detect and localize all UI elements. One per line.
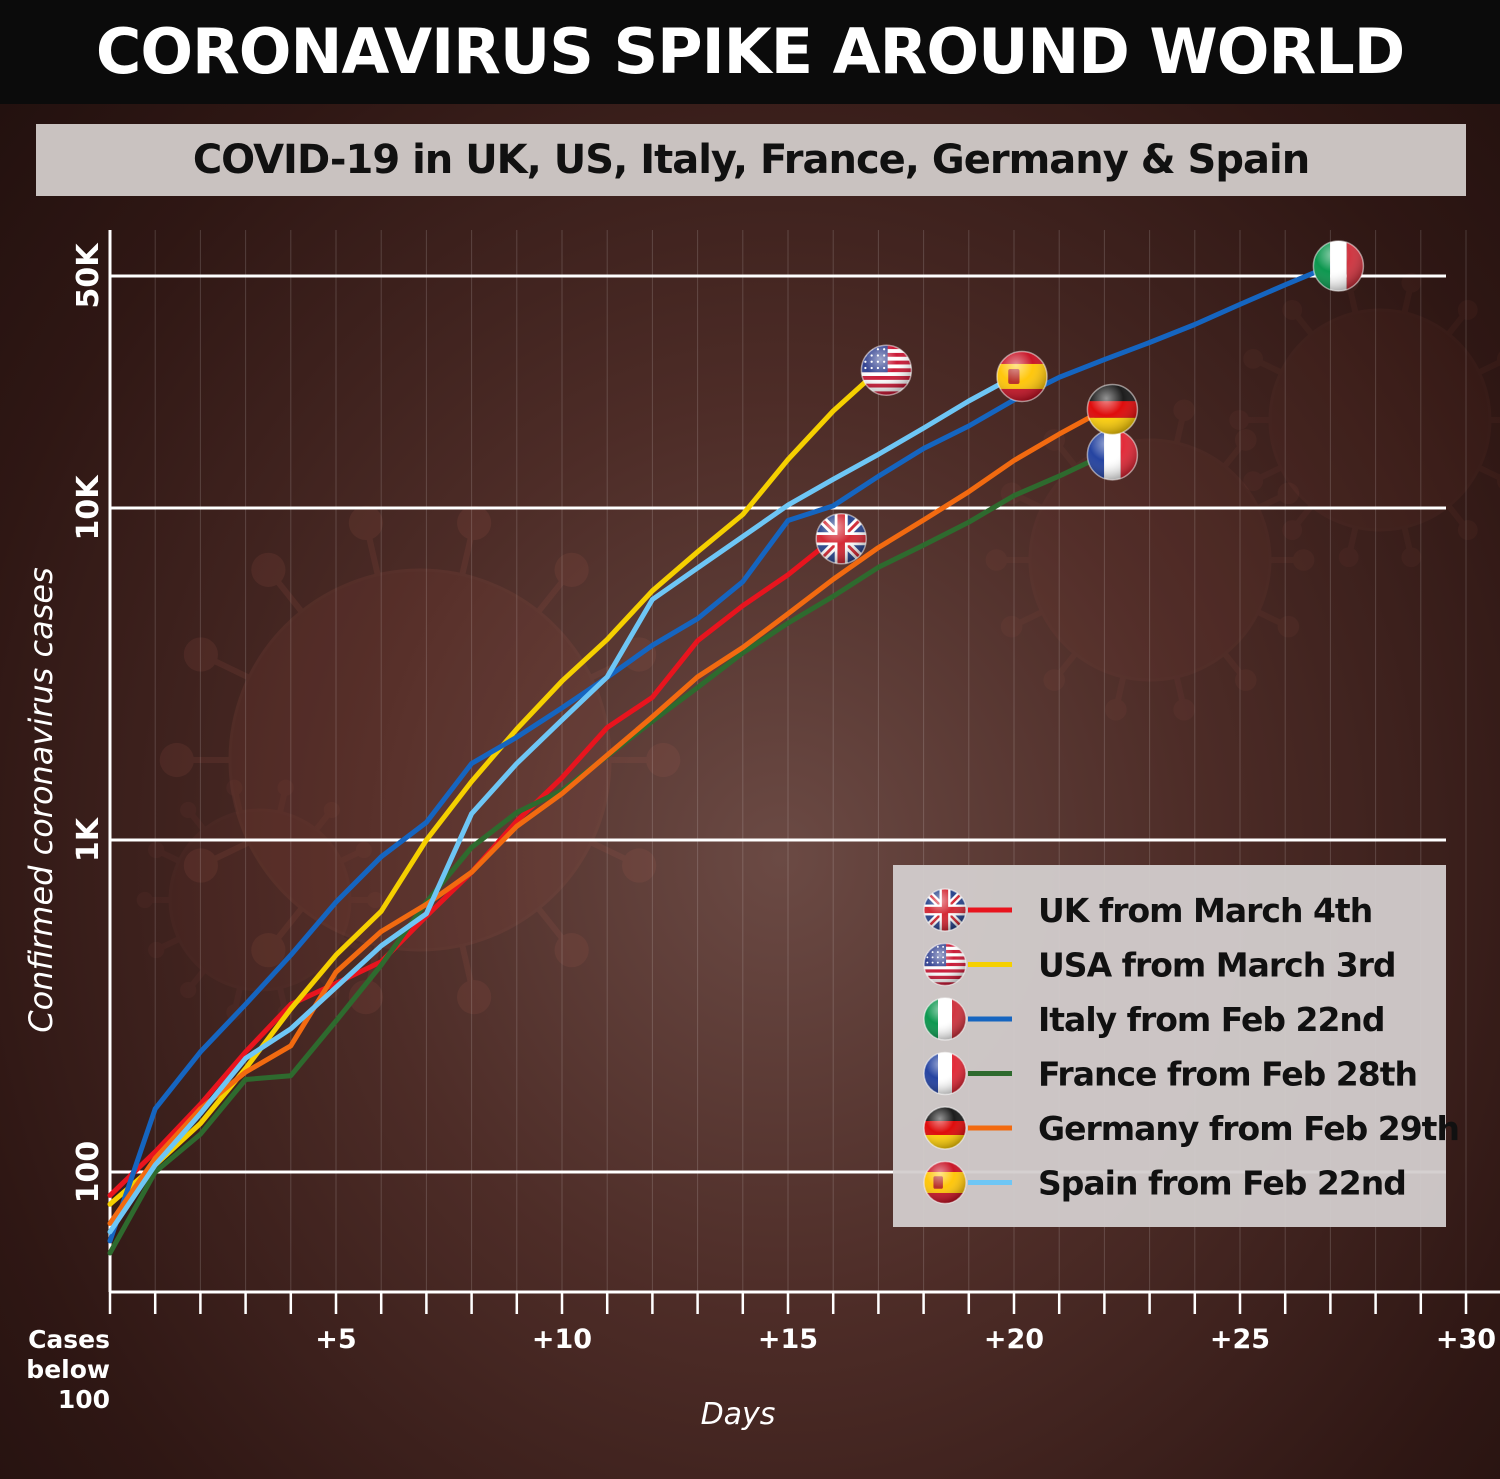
x-tick-label: +5 <box>315 1324 356 1355</box>
x-axis-label: Days <box>701 1397 776 1432</box>
series-line <box>107 407 1107 1226</box>
france-flag-icon <box>1086 429 1139 481</box>
chart-title: COVID-19 in UK, US, Italy, France, Germa… <box>192 137 1310 183</box>
legend-label: Italy from Feb 22nd <box>1038 1000 1385 1039</box>
y-tick-label: 50K <box>71 242 106 309</box>
legend-label: USA from March 3rd <box>1038 946 1396 985</box>
legend-item: Germany from Feb 29th <box>923 1106 1460 1150</box>
italy-flag-icon <box>1312 240 1365 292</box>
spain-flag-icon <box>996 350 1048 403</box>
x-tick-label: +20 <box>984 1324 1044 1355</box>
virus-shape <box>159 505 681 1015</box>
virus-shape <box>1229 272 1500 568</box>
legend: UK from March 4th USA from March 3rd Italy… <box>893 865 1460 1227</box>
spain-flag-icon <box>923 1160 967 1205</box>
chart-title-bar <box>36 124 1466 196</box>
legend-item: Spain from Feb 22nd <box>923 1160 1407 1205</box>
x-tick-label: +15 <box>758 1324 818 1355</box>
us-flag-icon <box>923 942 967 987</box>
x-tick-label: +25 <box>1210 1324 1270 1355</box>
legend-box <box>893 865 1446 1227</box>
uk-flag-icon <box>923 888 967 932</box>
legend-item: Italy from Feb 22nd <box>923 997 1386 1041</box>
y-tick-label: 100 <box>71 1141 106 1204</box>
series-line <box>107 263 1333 1244</box>
legend-item: USA from March 3rd <box>923 942 1397 987</box>
virus-background-decoration <box>136 272 1500 1021</box>
legend-label: France from Feb 28th <box>1038 1055 1417 1094</box>
germany-flag-icon <box>923 1106 967 1150</box>
axes <box>108 230 1500 1314</box>
y-tick-label: 1K <box>71 816 106 862</box>
y-tick-labels: 100 1K 10K 50K <box>71 242 106 1204</box>
y-tick-label: 10K <box>71 474 106 541</box>
x-tick-label: Cases below 100 <box>26 1325 110 1414</box>
headline: CORONAVIRUS SPIKE AROUND WORLD <box>95 15 1405 88</box>
series-end-flags <box>815 240 1365 565</box>
germany-flag-icon <box>1086 383 1139 436</box>
uk-flag-icon <box>815 512 867 565</box>
series-lines <box>107 263 1333 1256</box>
headline-banner <box>0 0 1500 104</box>
legend-label: Spain from Feb 22nd <box>1038 1164 1406 1203</box>
legend-label: Germany from Feb 29th <box>1038 1109 1459 1148</box>
legend-item: France from Feb 28th <box>923 1051 1418 1096</box>
france-flag-icon <box>923 1051 967 1096</box>
italy-flag-icon <box>923 997 967 1041</box>
x-tick-labels: Cases below 100 +5 +10 +15 +20 +25 +30 <box>26 1324 1496 1414</box>
y-axis-label: Confirmed coronavirus cases <box>22 567 60 1033</box>
us-flag-icon <box>860 344 913 396</box>
x-tick-label: +30 <box>1436 1324 1496 1355</box>
x-tick-label: +10 <box>532 1324 592 1355</box>
series-line <box>107 374 1017 1235</box>
legend-label: UK from March 4th <box>1038 891 1372 930</box>
legend-item: UK from March 4th <box>923 888 1373 932</box>
